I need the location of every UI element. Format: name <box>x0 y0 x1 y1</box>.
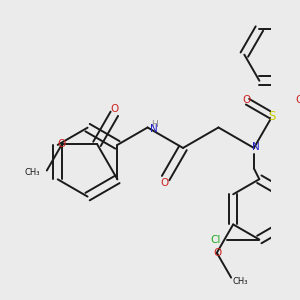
Text: O: O <box>57 139 65 149</box>
Text: CH₃: CH₃ <box>25 168 40 177</box>
Text: CH₃: CH₃ <box>232 278 248 286</box>
Text: O: O <box>242 94 250 105</box>
Text: N: N <box>150 124 158 134</box>
Text: O: O <box>110 104 118 115</box>
Text: O: O <box>295 94 300 105</box>
Text: Cl: Cl <box>211 235 221 244</box>
Text: O: O <box>160 178 169 188</box>
Text: O: O <box>214 248 222 258</box>
Text: S: S <box>268 110 276 122</box>
Text: N: N <box>252 142 260 152</box>
Text: H: H <box>151 120 158 129</box>
